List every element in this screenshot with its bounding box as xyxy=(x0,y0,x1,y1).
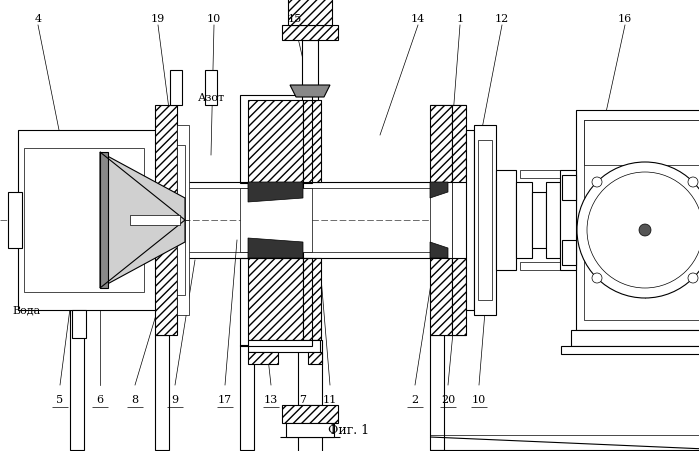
Polygon shape xyxy=(584,120,699,172)
Bar xyxy=(308,352,322,364)
Bar xyxy=(474,125,496,315)
Bar xyxy=(177,125,189,220)
Bar xyxy=(72,310,86,338)
Bar xyxy=(430,105,452,182)
Polygon shape xyxy=(290,85,330,97)
Bar xyxy=(282,405,338,423)
Bar xyxy=(584,120,699,320)
Bar xyxy=(302,40,318,100)
Bar xyxy=(282,25,338,40)
Bar xyxy=(430,258,452,335)
Text: 6: 6 xyxy=(96,395,103,405)
Text: 8: 8 xyxy=(131,395,138,405)
Text: 7: 7 xyxy=(299,395,306,405)
Bar xyxy=(248,340,320,352)
Bar xyxy=(248,352,278,364)
Circle shape xyxy=(639,224,651,236)
Text: 16: 16 xyxy=(618,14,632,24)
Text: 20: 20 xyxy=(441,395,455,405)
Bar xyxy=(155,220,177,335)
Bar xyxy=(248,182,303,258)
Circle shape xyxy=(592,273,602,283)
Bar xyxy=(240,188,312,252)
Polygon shape xyxy=(430,182,448,198)
Bar xyxy=(205,70,217,105)
Bar xyxy=(298,340,322,405)
Bar xyxy=(520,170,570,178)
Bar xyxy=(240,258,312,346)
Bar xyxy=(562,240,576,265)
Text: 12: 12 xyxy=(495,14,509,24)
Text: 15: 15 xyxy=(288,14,302,24)
Bar xyxy=(240,345,254,450)
Bar xyxy=(286,423,334,437)
Bar xyxy=(240,95,312,183)
Text: Вода: Вода xyxy=(12,305,41,315)
Bar xyxy=(24,148,144,292)
Bar xyxy=(430,335,444,450)
Text: Азот: Азот xyxy=(198,93,225,103)
Text: 9: 9 xyxy=(171,395,178,405)
Bar xyxy=(248,258,303,340)
Bar xyxy=(170,70,182,105)
Bar xyxy=(516,182,532,258)
Bar xyxy=(478,140,492,300)
Polygon shape xyxy=(100,152,185,288)
Bar xyxy=(562,175,576,200)
Polygon shape xyxy=(248,238,303,258)
Bar xyxy=(288,0,332,25)
Bar xyxy=(452,105,466,182)
Bar xyxy=(100,152,108,288)
Circle shape xyxy=(688,177,698,187)
Text: 11: 11 xyxy=(323,395,337,405)
Text: 13: 13 xyxy=(264,395,278,405)
Bar xyxy=(571,330,699,346)
Text: 10: 10 xyxy=(207,14,221,24)
Polygon shape xyxy=(248,182,303,202)
Text: 2: 2 xyxy=(412,395,419,405)
Text: 10: 10 xyxy=(472,395,486,405)
Bar xyxy=(576,110,699,330)
Bar xyxy=(560,170,576,270)
Circle shape xyxy=(592,177,602,187)
Text: 4: 4 xyxy=(34,14,41,24)
Text: 17: 17 xyxy=(218,395,232,405)
Bar xyxy=(70,310,84,450)
Text: 19: 19 xyxy=(151,14,165,24)
Bar xyxy=(520,262,570,270)
Bar xyxy=(130,215,180,225)
Bar xyxy=(532,192,546,248)
Bar xyxy=(177,220,189,315)
Circle shape xyxy=(587,172,699,288)
Bar xyxy=(303,100,321,182)
Bar xyxy=(155,105,177,220)
Text: 14: 14 xyxy=(411,14,425,24)
Text: 5: 5 xyxy=(57,395,64,405)
Circle shape xyxy=(688,273,698,283)
Text: 1: 1 xyxy=(456,14,463,24)
Bar xyxy=(452,258,466,335)
Polygon shape xyxy=(430,242,448,258)
Bar xyxy=(248,100,303,182)
Bar xyxy=(466,130,474,310)
Bar xyxy=(177,145,185,295)
Bar xyxy=(303,258,321,340)
Bar xyxy=(155,335,169,450)
Circle shape xyxy=(577,162,699,298)
Bar xyxy=(430,182,452,258)
Bar xyxy=(452,182,466,258)
Bar xyxy=(8,192,22,248)
Text: Фиг. 1: Фиг. 1 xyxy=(329,423,370,437)
Bar xyxy=(546,182,560,258)
Bar xyxy=(18,130,158,310)
Bar xyxy=(496,170,516,270)
Bar xyxy=(561,346,699,354)
